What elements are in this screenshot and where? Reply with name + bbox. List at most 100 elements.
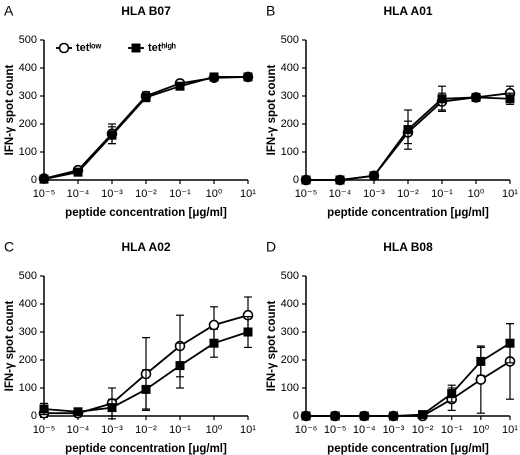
chart-title: HLA A01 bbox=[383, 4, 432, 18]
y-tick-label: 0 bbox=[31, 410, 37, 422]
y-tick-label: 200 bbox=[281, 118, 299, 130]
panel-letter: D bbox=[266, 239, 276, 255]
x-tick-label: 10⁻⁴ bbox=[67, 188, 90, 200]
x-tick-label: 10¹ bbox=[240, 188, 256, 200]
y-tick-label: 100 bbox=[281, 382, 299, 394]
x-tick-label: 10⁻⁶ bbox=[295, 424, 318, 436]
x-tick-label: 10⁻³ bbox=[101, 424, 123, 436]
legend-label: tetʰⁱᵍʰ bbox=[148, 41, 176, 54]
marker bbox=[505, 338, 515, 348]
x-tick-label: 10⁻⁵ bbox=[295, 188, 318, 200]
x-axis-label: peptide concentration [μg/ml] bbox=[65, 207, 227, 219]
x-tick-label: 10⁻³ bbox=[101, 188, 123, 200]
x-tick-label: 10¹ bbox=[502, 424, 518, 436]
y-tick-label: 100 bbox=[281, 146, 299, 158]
x-axis-label: peptide concentration [μg/ml] bbox=[327, 443, 489, 455]
marker bbox=[243, 72, 253, 82]
x-tick-label: 10⁻² bbox=[412, 424, 434, 436]
marker bbox=[107, 130, 117, 140]
marker bbox=[301, 175, 311, 185]
marker bbox=[505, 94, 515, 104]
y-tick-label: 500 bbox=[19, 34, 37, 46]
x-tick-label: 10⁻² bbox=[397, 188, 419, 200]
x-tick-label: 10⁻² bbox=[135, 188, 157, 200]
legend-marker bbox=[58, 42, 70, 54]
x-tick-label: 10⁻¹ bbox=[431, 188, 453, 200]
y-tick-label: 500 bbox=[281, 270, 299, 282]
x-tick-label: 10¹ bbox=[502, 188, 518, 200]
marker bbox=[208, 319, 220, 331]
x-tick-label: 10⁻⁴ bbox=[353, 424, 376, 436]
x-tick-label: 10⁻³ bbox=[383, 424, 405, 436]
x-tick-label: 10⁻² bbox=[135, 424, 157, 436]
marker bbox=[359, 411, 369, 421]
marker bbox=[471, 92, 481, 102]
marker bbox=[437, 94, 447, 104]
y-tick-label: 400 bbox=[19, 298, 37, 310]
marker bbox=[141, 384, 151, 394]
marker bbox=[447, 389, 457, 399]
marker bbox=[175, 361, 185, 371]
marker bbox=[475, 374, 487, 385]
y-tick-label: 200 bbox=[281, 354, 299, 366]
y-axis-label: IFN-γ spot count bbox=[4, 64, 16, 155]
y-tick-label: 300 bbox=[19, 90, 37, 102]
marker bbox=[476, 356, 486, 366]
x-tick-label: 10⁻⁴ bbox=[67, 424, 90, 436]
marker bbox=[369, 171, 379, 181]
x-tick-label: 10⁻⁵ bbox=[33, 424, 56, 436]
marker bbox=[107, 403, 117, 413]
x-tick-label: 10⁻⁵ bbox=[324, 424, 347, 436]
x-tick-label: 10¹ bbox=[240, 424, 256, 436]
marker bbox=[39, 404, 49, 414]
y-tick-label: 400 bbox=[281, 298, 299, 310]
chart-title: HLA B08 bbox=[383, 240, 433, 254]
marker bbox=[418, 410, 428, 420]
y-tick-label: 0 bbox=[31, 174, 37, 186]
panel-letter: B bbox=[266, 3, 275, 19]
marker bbox=[403, 125, 413, 135]
series-line bbox=[306, 360, 511, 417]
x-tick-label: 10⁻⁵ bbox=[33, 188, 56, 200]
chart-title: HLA B07 bbox=[121, 4, 171, 18]
marker bbox=[141, 92, 151, 102]
y-axis-label: IFN-γ spot count bbox=[266, 300, 278, 391]
legend-label: tetˡᵒʷ bbox=[76, 42, 102, 54]
y-tick-label: 300 bbox=[19, 326, 37, 338]
marker bbox=[73, 167, 83, 177]
y-axis-label: IFN-γ spot count bbox=[266, 64, 278, 155]
marker bbox=[301, 411, 311, 421]
marker bbox=[243, 327, 253, 337]
y-tick-label: 500 bbox=[281, 34, 299, 46]
y-tick-label: 300 bbox=[281, 326, 299, 338]
legend-marker bbox=[131, 43, 141, 53]
y-tick-label: 100 bbox=[19, 146, 37, 158]
marker bbox=[335, 175, 345, 185]
x-axis-label: peptide concentration [μg/ml] bbox=[327, 207, 489, 219]
y-tick-label: 400 bbox=[281, 62, 299, 74]
panel-letter: C bbox=[4, 239, 14, 255]
x-tick-label: 10⁰ bbox=[468, 188, 485, 200]
y-axis-label: IFN-γ spot count bbox=[4, 300, 16, 391]
y-tick-label: 500 bbox=[19, 270, 37, 282]
x-tick-label: 10⁰ bbox=[206, 424, 223, 436]
y-tick-label: 400 bbox=[19, 62, 37, 74]
y-tick-label: 300 bbox=[281, 90, 299, 102]
x-tick-label: 10⁻³ bbox=[363, 188, 385, 200]
x-axis-label: peptide concentration [μg/ml] bbox=[65, 443, 227, 455]
marker bbox=[388, 411, 398, 421]
y-tick-label: 0 bbox=[293, 410, 299, 422]
x-tick-label: 10⁰ bbox=[206, 188, 223, 200]
marker bbox=[330, 411, 340, 421]
panel-letter: A bbox=[4, 3, 14, 19]
chart-title: HLA A02 bbox=[121, 240, 170, 254]
x-tick-label: 10⁻¹ bbox=[441, 424, 463, 436]
series-line bbox=[306, 342, 511, 417]
marker bbox=[175, 81, 185, 91]
marker bbox=[209, 338, 219, 348]
marker bbox=[73, 407, 83, 417]
x-tick-label: 10⁰ bbox=[473, 424, 490, 436]
marker bbox=[209, 72, 219, 82]
x-tick-label: 10⁻⁴ bbox=[329, 188, 352, 200]
